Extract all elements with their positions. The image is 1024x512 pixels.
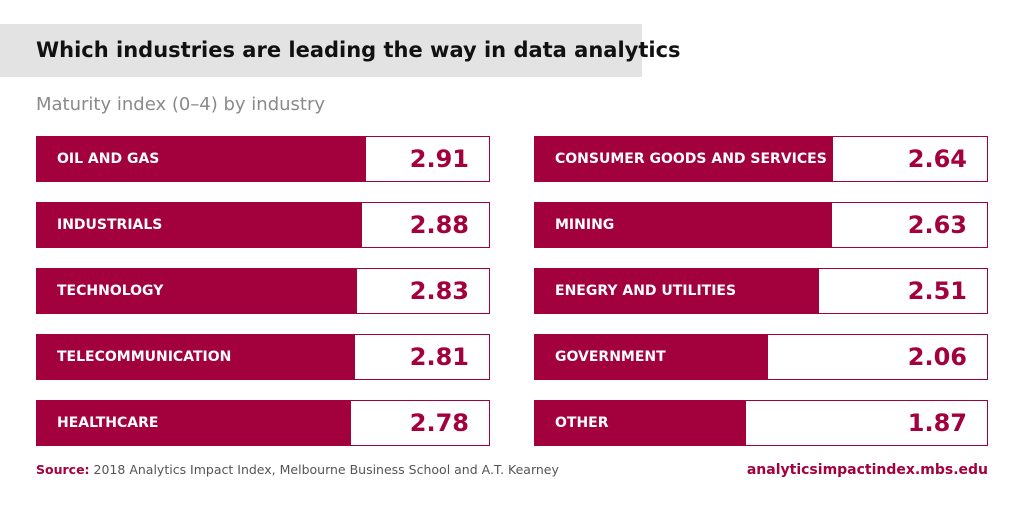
category-label: OTHER <box>555 415 609 431</box>
category-label: TELECOMMUNICATION <box>57 349 232 365</box>
source-text: 2018 Analytics Impact Index, Melbourne B… <box>93 462 559 477</box>
data-label: 2.91 <box>409 145 469 173</box>
category-label: CONSUMER GOODS AND SERVICES <box>555 151 827 167</box>
source-label: Source: <box>36 462 90 477</box>
bar <box>37 401 352 445</box>
chart-column-left: OIL AND GAS 2.91 INDUSTRIALS 2.88 TECHNOLOGY… <box>36 136 490 466</box>
category-label: ENEGRY AND UTILITIES <box>555 283 737 299</box>
bar-row: OIL AND GAS 2.91 <box>36 136 490 182</box>
chart-title: Which industries are leading the way in … <box>36 38 681 62</box>
bar-row: HEALTHCARE 2.78 <box>36 400 490 446</box>
data-label: 2.51 <box>907 277 967 305</box>
data-label: 2.78 <box>409 409 469 437</box>
bar-row: OTHER 1.87 <box>534 400 988 446</box>
source-note: Source: 2018 Analytics Impact Index, Mel… <box>36 462 559 477</box>
bar <box>535 401 747 445</box>
bar <box>535 137 834 181</box>
category-label: OIL AND GAS <box>57 151 160 167</box>
bar <box>37 203 363 247</box>
category-label: INDUSTRIALS <box>57 217 163 233</box>
data-label: 2.83 <box>409 277 469 305</box>
category-label: GOVERNMENT <box>555 349 666 365</box>
bar-row: GOVERNMENT 2.06 <box>534 334 988 380</box>
bar-row: MINING 2.63 <box>534 202 988 248</box>
category-label: TECHNOLOGY <box>57 283 164 299</box>
chart-subtitle: Maturity index (0–4) by industry <box>36 94 326 115</box>
category-label: MINING <box>555 217 615 233</box>
data-label: 2.64 <box>907 145 967 173</box>
bar <box>37 335 355 379</box>
bar <box>535 269 819 313</box>
data-label: 2.88 <box>409 211 469 239</box>
bar <box>37 137 366 181</box>
bar-row: ENEGRY AND UTILITIES 2.51 <box>534 268 988 314</box>
data-label: 2.06 <box>907 343 967 371</box>
bar-row: TECHNOLOGY 2.83 <box>36 268 490 314</box>
chart-column-right: CONSUMER GOODS AND SERVICES 2.64 MINING 2.6… <box>534 136 988 466</box>
bar <box>37 269 357 313</box>
bar-row: INDUSTRIALS 2.88 <box>36 202 490 248</box>
data-label: 2.63 <box>907 211 967 239</box>
bar-row: CONSUMER GOODS AND SERVICES 2.64 <box>534 136 988 182</box>
bar <box>535 335 768 379</box>
bar <box>535 203 833 247</box>
category-label: HEALTHCARE <box>57 415 159 431</box>
website-link[interactable]: analyticsimpactindex.mbs.edu <box>746 462 988 478</box>
bar-row: TELECOMMUNICATION 2.81 <box>36 334 490 380</box>
title-band <box>0 24 642 77</box>
data-label: 2.81 <box>409 343 469 371</box>
data-label: 1.87 <box>907 409 967 437</box>
